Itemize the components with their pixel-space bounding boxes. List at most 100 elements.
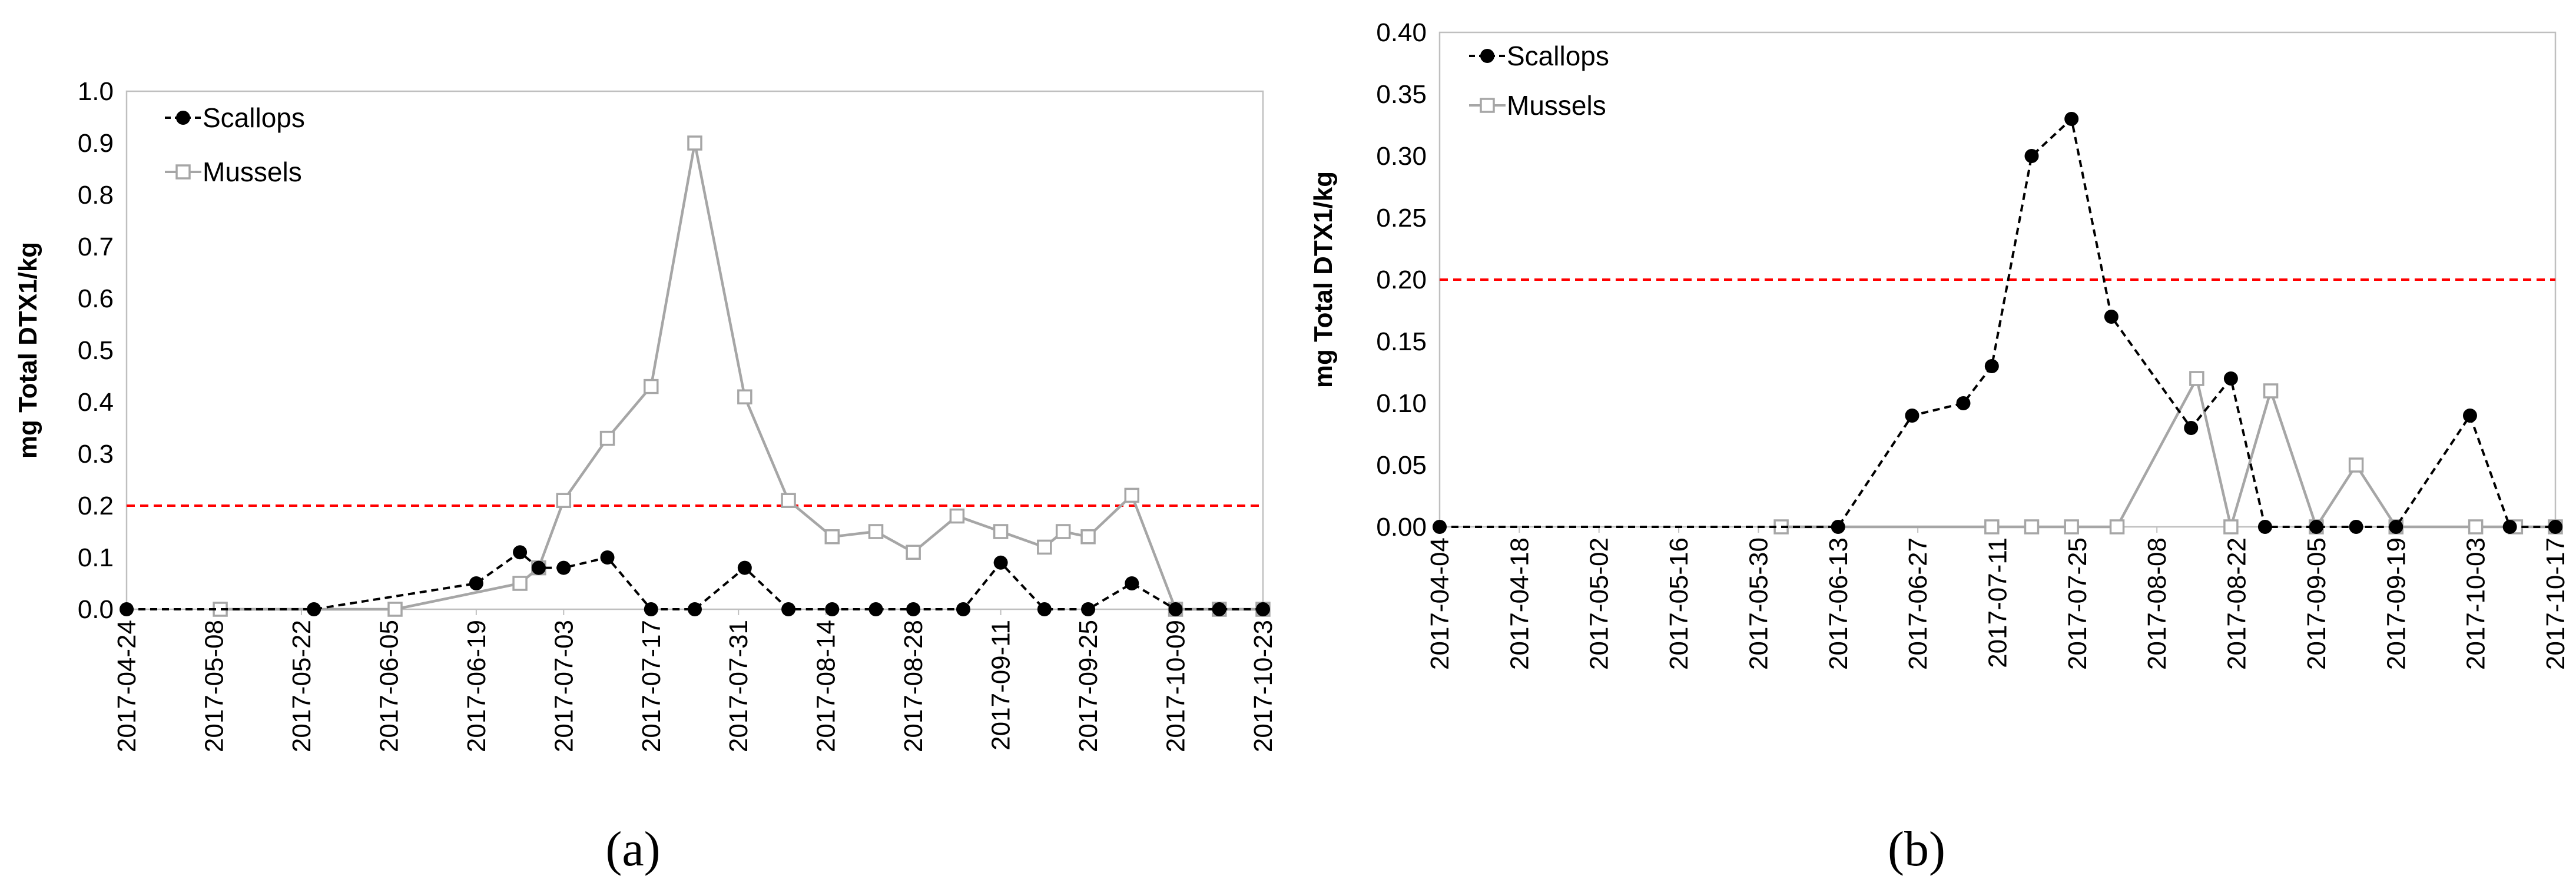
x-tick-label: 2017-05-22 bbox=[287, 620, 316, 752]
y-tick-label: 0.0 bbox=[78, 595, 114, 624]
data-point-mussels bbox=[2064, 519, 2079, 535]
data-point-scallops bbox=[737, 560, 752, 575]
data-point-scallops bbox=[2223, 371, 2238, 386]
data-point-scallops bbox=[2502, 520, 2517, 534]
y-tick-label: 1.0 bbox=[78, 77, 114, 106]
x-tick-label: 2017-09-25 bbox=[1074, 620, 1103, 752]
data-point-scallops bbox=[2184, 421, 2199, 435]
x-tick-label: 2017-07-25 bbox=[2063, 537, 2092, 670]
data-point-scallops bbox=[1956, 396, 1971, 410]
data-point-mussels bbox=[1080, 529, 1096, 545]
data-point-scallops bbox=[1081, 602, 1096, 616]
data-point-mussels bbox=[824, 529, 840, 545]
data-point-scallops bbox=[825, 602, 840, 616]
data-point-mussels bbox=[2223, 519, 2239, 535]
y-tick-label: 0.05 bbox=[1376, 451, 1427, 480]
y-tick-label: 0.2 bbox=[78, 492, 114, 520]
data-point-scallops bbox=[1256, 602, 1270, 616]
data-point-mussels bbox=[781, 493, 796, 508]
x-tick-label: 2017-06-13 bbox=[1824, 537, 1853, 670]
data-point-scallops bbox=[2548, 520, 2562, 534]
x-tick-label: 2017-08-28 bbox=[899, 620, 928, 752]
data-point-mussels bbox=[868, 524, 884, 539]
legend-marker bbox=[176, 111, 190, 125]
legend-marker bbox=[1480, 49, 1494, 63]
data-point-scallops bbox=[2349, 520, 2363, 534]
data-point-scallops bbox=[993, 555, 1008, 570]
x-tick-label: 2017-09-11 bbox=[987, 620, 1016, 751]
data-point-scallops bbox=[868, 602, 883, 616]
data-point-mussels bbox=[1055, 524, 1071, 539]
y-tick-label: 0.20 bbox=[1376, 265, 1427, 294]
data-point-scallops bbox=[469, 576, 483, 590]
x-tick-label: 2017-07-03 bbox=[549, 620, 578, 752]
data-point-scallops bbox=[531, 560, 546, 575]
data-point-scallops bbox=[688, 602, 702, 616]
y-tick-label: 0.00 bbox=[1376, 513, 1427, 542]
data-point-mussels bbox=[2189, 371, 2204, 386]
y-tick-label: 0.8 bbox=[78, 181, 114, 210]
data-point-scallops bbox=[513, 545, 528, 560]
x-tick-label: 2017-10-23 bbox=[1249, 620, 1278, 752]
data-point-mussels bbox=[2348, 457, 2364, 473]
data-point-scallops bbox=[1905, 409, 1919, 423]
data-point-mussels bbox=[906, 545, 921, 560]
y-tick-label: 0.6 bbox=[78, 284, 114, 313]
legend-label: Scallops bbox=[1507, 41, 1609, 71]
y-tick-label: 0.15 bbox=[1376, 327, 1427, 356]
data-point-scallops bbox=[2462, 409, 2477, 423]
chart-panel-a: 0.0 0.1 0.2 0.3 0.4 0.5 0.6 0.7 0.8 0.9 1.0 2017-04… bbox=[14, 77, 1278, 877]
data-point-scallops bbox=[1212, 602, 1226, 616]
y-tick-label: 0.25 bbox=[1376, 204, 1427, 233]
x-tick-label: 2017-06-27 bbox=[1904, 537, 1932, 670]
data-point-scallops bbox=[600, 550, 615, 565]
x-tick-label: 2017-09-05 bbox=[2302, 537, 2331, 670]
data-point-scallops bbox=[1037, 602, 1052, 616]
data-point-mussels bbox=[737, 389, 752, 404]
x-tick-label: 2017-05-30 bbox=[1744, 537, 1773, 670]
data-point-scallops bbox=[906, 602, 921, 616]
legend-marker bbox=[1480, 98, 1495, 113]
data-point-mussels bbox=[2263, 383, 2279, 399]
x-tick-label: 2017-07-17 bbox=[637, 620, 666, 752]
data-point-scallops bbox=[2257, 520, 2272, 534]
data-point-scallops bbox=[1125, 576, 1139, 590]
data-point-scallops bbox=[1831, 520, 1845, 534]
x-tick-label: 2017-10-17 bbox=[2541, 537, 2570, 670]
data-point-scallops bbox=[2309, 520, 2323, 534]
data-point-mussels bbox=[599, 430, 615, 446]
x-tick-label: 2017-04-24 bbox=[112, 620, 141, 752]
series-line-mussels bbox=[220, 142, 1263, 611]
x-tick-label: 2017-05-16 bbox=[1665, 537, 1693, 670]
panel-label: (a) bbox=[605, 822, 660, 877]
data-point-mussels bbox=[687, 135, 702, 151]
x-tick-label: 2017-07-11 bbox=[1984, 537, 2013, 668]
data-point-mussels bbox=[2109, 519, 2125, 535]
data-point-scallops bbox=[956, 602, 970, 616]
data-point-scallops bbox=[2389, 520, 2403, 534]
data-point-mussels bbox=[1037, 539, 1052, 555]
data-point-scallops bbox=[556, 560, 571, 575]
y-tick-label: 0.5 bbox=[78, 336, 114, 365]
data-point-scallops bbox=[2064, 112, 2079, 126]
data-point-scallops bbox=[1433, 520, 1447, 534]
x-tick-label: 2017-06-19 bbox=[462, 620, 491, 752]
x-tick-label: 2017-05-08 bbox=[200, 620, 228, 752]
data-point-scallops bbox=[781, 602, 796, 616]
x-tick-label: 2017-05-02 bbox=[1585, 537, 1614, 670]
data-point-scallops bbox=[120, 602, 134, 616]
y-axis-title: mg Total DTX1/kg bbox=[1309, 171, 1338, 388]
data-point-scallops bbox=[1168, 602, 1183, 616]
y-tick-label: 0.1 bbox=[78, 543, 114, 572]
panel-label: (b) bbox=[1888, 822, 1945, 877]
y-tick-label: 0.7 bbox=[78, 233, 114, 261]
x-tick-label: 2017-09-19 bbox=[2382, 537, 2411, 670]
data-point-mussels bbox=[644, 379, 659, 394]
y-tick-label: 0.9 bbox=[78, 129, 114, 158]
data-point-mussels bbox=[2024, 519, 2040, 535]
x-tick-label: 2017-04-18 bbox=[1505, 537, 1534, 670]
y-tick-label: 0.3 bbox=[78, 440, 114, 469]
data-point-mussels bbox=[387, 602, 403, 617]
data-point-scallops bbox=[2024, 149, 2039, 163]
